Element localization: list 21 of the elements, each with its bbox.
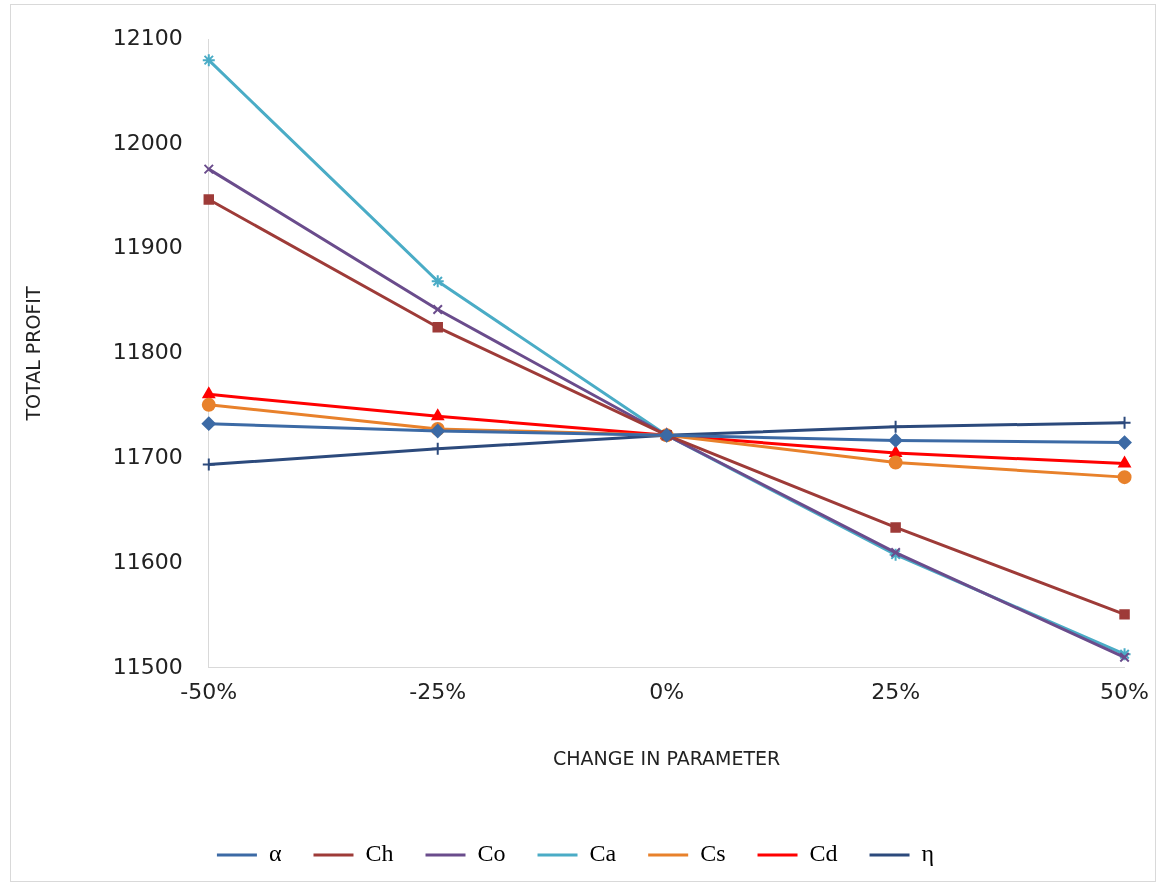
legend-label: η (921, 840, 935, 867)
y-axis-title: TOTAL PROFIT (22, 286, 45, 422)
legend-label: Co (477, 840, 506, 867)
legend-label: Ca (589, 840, 617, 867)
legend-label: Cs (700, 840, 726, 867)
x-tick-label: -25% (409, 678, 467, 704)
x-tick-label: 50% (1100, 678, 1149, 704)
y-tick-label: 12000 (112, 129, 183, 155)
x-tick-label: -50% (180, 678, 238, 704)
legend-label: Ch (365, 840, 394, 867)
y-tick-label: 11500 (112, 653, 183, 679)
legend-label: α (268, 840, 282, 867)
y-tick-label: 11600 (112, 548, 183, 574)
y-tick-label: 11800 (112, 339, 183, 365)
y-tick-label: 12100 (112, 24, 183, 50)
x-tick-label: 0% (649, 678, 685, 704)
legend-label: Cd (809, 840, 838, 867)
x-axis-title: CHANGE IN PARAMETER (553, 746, 781, 769)
y-tick-label: 11700 (112, 443, 183, 469)
x-tick-label: 25% (871, 678, 921, 704)
y-tick-label: 11900 (112, 234, 183, 260)
